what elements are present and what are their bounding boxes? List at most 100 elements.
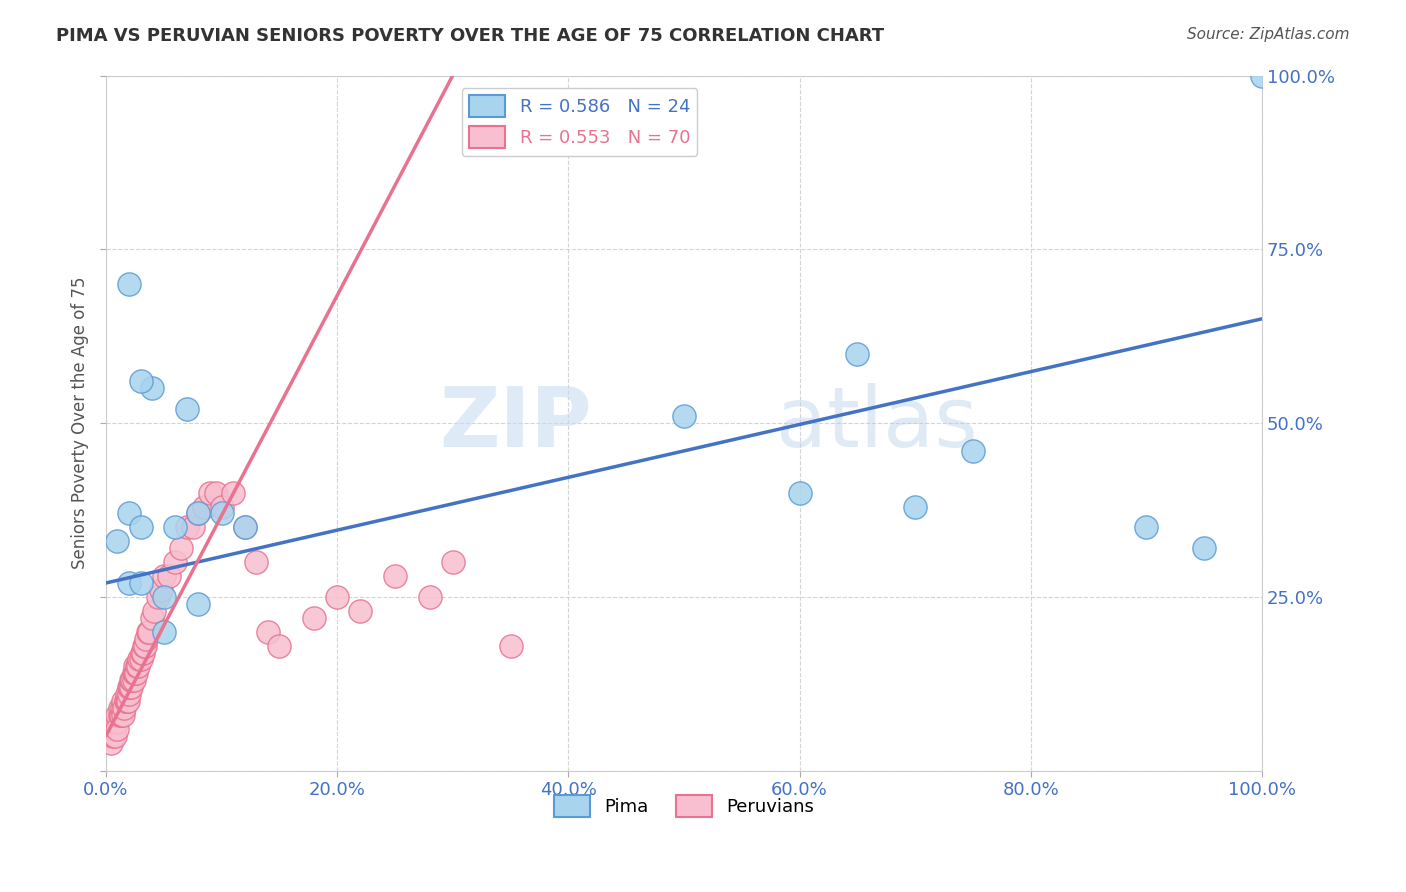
Point bbox=[136, 624, 159, 639]
Point bbox=[193, 500, 215, 514]
Point bbox=[129, 520, 152, 534]
Point bbox=[103, 722, 125, 736]
Point bbox=[349, 604, 371, 618]
Point bbox=[121, 673, 143, 688]
Point bbox=[120, 680, 142, 694]
Text: atlas: atlas bbox=[776, 383, 979, 464]
Point bbox=[129, 576, 152, 591]
Point bbox=[672, 409, 695, 424]
Point bbox=[104, 729, 127, 743]
Point bbox=[204, 485, 226, 500]
Point bbox=[120, 673, 142, 688]
Point bbox=[170, 541, 193, 556]
Point bbox=[129, 375, 152, 389]
Point bbox=[187, 597, 209, 611]
Point bbox=[112, 708, 135, 723]
Point bbox=[165, 555, 187, 569]
Point bbox=[143, 604, 166, 618]
Text: PIMA VS PERUVIAN SENIORS POVERTY OVER THE AGE OF 75 CORRELATION CHART: PIMA VS PERUVIAN SENIORS POVERTY OVER TH… bbox=[56, 27, 884, 45]
Point bbox=[114, 694, 136, 708]
Point bbox=[127, 659, 149, 673]
Point bbox=[131, 646, 153, 660]
Point bbox=[384, 569, 406, 583]
Point bbox=[233, 520, 256, 534]
Point bbox=[152, 624, 174, 639]
Point bbox=[132, 639, 155, 653]
Text: Source: ZipAtlas.com: Source: ZipAtlas.com bbox=[1187, 27, 1350, 42]
Point bbox=[104, 714, 127, 729]
Point bbox=[118, 680, 141, 694]
Point bbox=[146, 590, 169, 604]
Point bbox=[269, 639, 291, 653]
Point bbox=[159, 569, 181, 583]
Point bbox=[211, 500, 233, 514]
Point bbox=[499, 639, 522, 653]
Point bbox=[132, 646, 155, 660]
Point bbox=[326, 590, 349, 604]
Point bbox=[198, 485, 221, 500]
Point bbox=[138, 624, 160, 639]
Point bbox=[107, 534, 129, 549]
Point bbox=[108, 701, 131, 715]
Point bbox=[118, 576, 141, 591]
Point bbox=[118, 277, 141, 291]
Point bbox=[846, 346, 869, 360]
Text: ZIP: ZIP bbox=[439, 383, 592, 464]
Point bbox=[107, 722, 129, 736]
Point bbox=[302, 611, 325, 625]
Point bbox=[233, 520, 256, 534]
Point bbox=[222, 485, 245, 500]
Legend: Pima, Peruvians: Pima, Peruvians bbox=[547, 788, 821, 824]
Point bbox=[125, 666, 148, 681]
Point bbox=[152, 590, 174, 604]
Point bbox=[129, 652, 152, 666]
Point bbox=[124, 659, 146, 673]
Point bbox=[256, 624, 278, 639]
Point bbox=[176, 520, 198, 534]
Point bbox=[1251, 69, 1274, 83]
Point bbox=[107, 714, 129, 729]
Point bbox=[187, 507, 209, 521]
Point bbox=[120, 680, 142, 694]
Point bbox=[128, 652, 150, 666]
Point bbox=[789, 485, 811, 500]
Point bbox=[110, 708, 132, 723]
Point bbox=[134, 639, 156, 653]
Point bbox=[100, 736, 122, 750]
Point bbox=[101, 729, 124, 743]
Point bbox=[122, 673, 145, 688]
Point bbox=[152, 569, 174, 583]
Point bbox=[115, 694, 138, 708]
Point bbox=[112, 701, 135, 715]
Point bbox=[127, 659, 149, 673]
Point bbox=[1192, 541, 1215, 556]
Point bbox=[187, 507, 209, 521]
Point bbox=[100, 722, 122, 736]
Point bbox=[122, 666, 145, 681]
Point bbox=[904, 500, 927, 514]
Point bbox=[245, 555, 267, 569]
Point bbox=[111, 701, 134, 715]
Point bbox=[211, 507, 233, 521]
Point bbox=[181, 520, 204, 534]
Point bbox=[112, 694, 135, 708]
Point bbox=[118, 507, 141, 521]
Point bbox=[419, 590, 441, 604]
Point bbox=[117, 694, 139, 708]
Point bbox=[118, 687, 141, 701]
Point bbox=[176, 402, 198, 417]
Point bbox=[115, 687, 138, 701]
Point bbox=[150, 582, 173, 597]
Y-axis label: Seniors Poverty Over the Age of 75: Seniors Poverty Over the Age of 75 bbox=[72, 277, 89, 569]
Point bbox=[165, 520, 187, 534]
Point bbox=[1135, 520, 1157, 534]
Point bbox=[107, 708, 129, 723]
Point bbox=[124, 666, 146, 681]
Point bbox=[962, 444, 984, 458]
Point bbox=[108, 708, 131, 723]
Point bbox=[441, 555, 464, 569]
Point bbox=[141, 381, 163, 395]
Point bbox=[141, 611, 163, 625]
Point bbox=[135, 632, 157, 646]
Point bbox=[97, 729, 120, 743]
